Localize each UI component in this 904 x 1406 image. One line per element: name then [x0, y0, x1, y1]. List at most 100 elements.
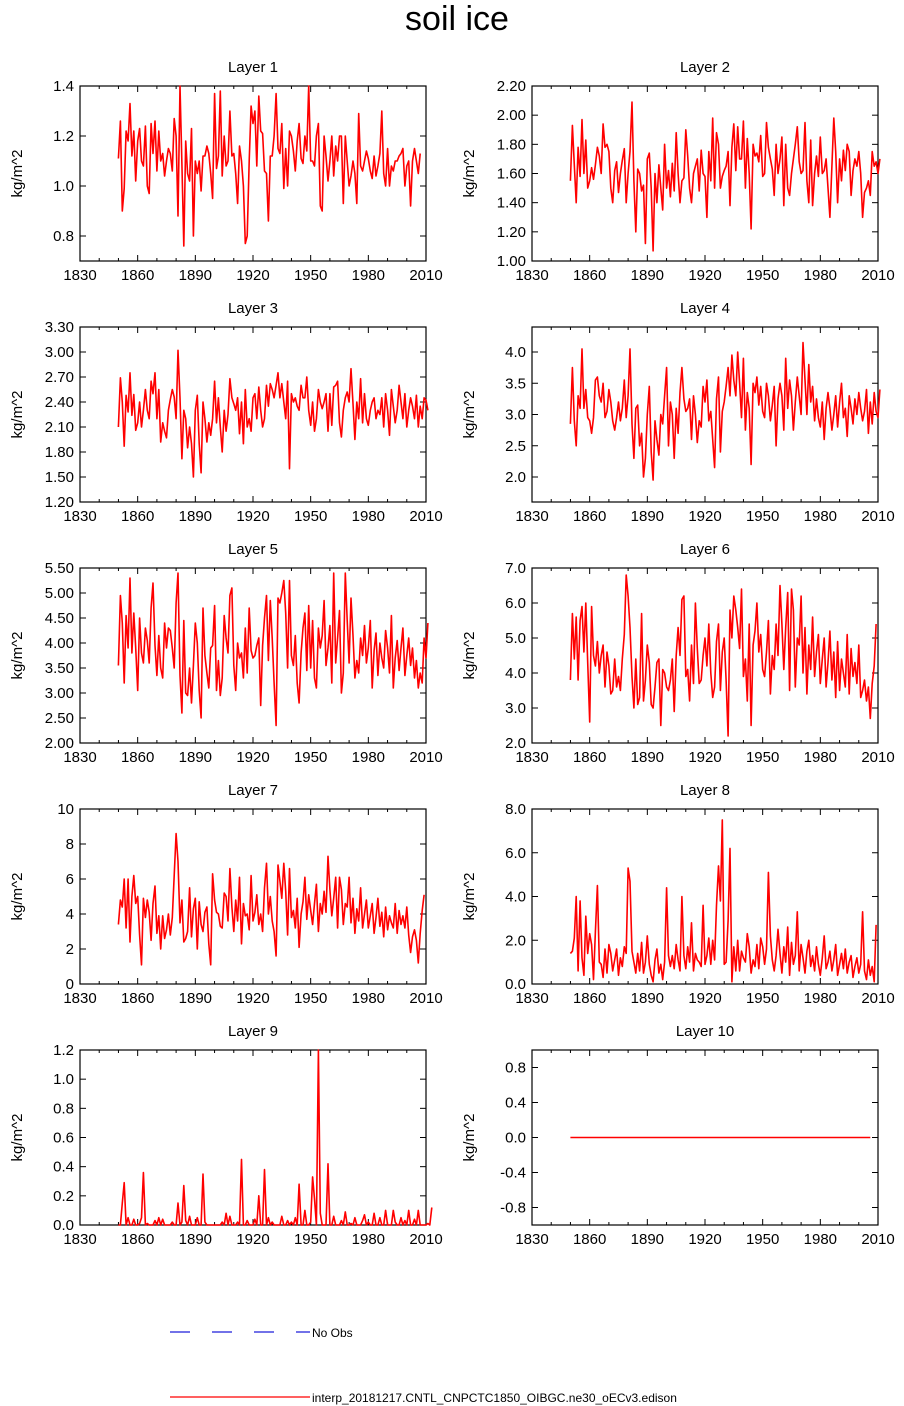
x-tick-label: 1950	[294, 267, 327, 284]
y-tick-label: 0	[66, 976, 74, 993]
x-tick-label: 1920	[688, 990, 721, 1007]
y-axis-label: kg/m^2	[461, 1114, 478, 1162]
y-tick-label: 1.0	[53, 178, 74, 195]
chart-panel: Layer 3 kg/m^2 1830 1860 1890 1920 1950 1980 201…	[9, 300, 443, 525]
y-axis-label: kg/m^2	[461, 873, 478, 921]
x-tick-label: 2010	[409, 749, 442, 766]
x-tick-label: 1890	[179, 267, 212, 284]
x-tick-label: 1950	[294, 749, 327, 766]
y-tick-label: 0.0	[53, 1217, 74, 1234]
panel-title: Layer 8	[680, 782, 730, 799]
x-tick-label: 1860	[121, 749, 154, 766]
panel-title: Layer 1	[228, 59, 278, 76]
x-tick-label: 1950	[746, 749, 779, 766]
panel-title: Layer 10	[676, 1023, 734, 1040]
y-tick-label: 3.00	[45, 685, 74, 702]
x-tick-label: 1920	[236, 990, 269, 1007]
y-tick-label: 2	[66, 941, 74, 958]
panel-title: Layer 3	[228, 300, 278, 317]
y-tick-label: 3.0	[505, 407, 526, 424]
y-tick-label: 1.80	[45, 444, 74, 461]
x-tick-label: 1980	[804, 1231, 837, 1248]
y-axis-label: kg/m^2	[9, 1114, 26, 1162]
y-tick-label: 4.00	[45, 635, 74, 652]
series-line	[569, 574, 877, 737]
x-tick-label: 1830	[515, 267, 548, 284]
x-tick-label: 1860	[573, 508, 606, 525]
y-tick-label: 1.50	[45, 469, 74, 486]
x-tick-label: 2010	[409, 508, 442, 525]
x-tick-label: 1920	[236, 508, 269, 525]
main-title: soil ice	[405, 0, 509, 38]
y-tick-label: 0.4	[53, 1159, 74, 1176]
y-tick-label: 1.2	[53, 1042, 74, 1059]
panel-title: Layer 5	[228, 541, 278, 558]
x-tick-label: 1980	[352, 267, 385, 284]
x-tick-label: 1980	[804, 749, 837, 766]
y-tick-label: 0.0	[505, 1130, 526, 1147]
y-tick-label: 1.20	[497, 224, 526, 241]
y-tick-label: 4.0	[505, 665, 526, 682]
y-tick-label: 7.0	[505, 560, 526, 577]
y-tick-label: 1.40	[497, 195, 526, 212]
y-axis-label: kg/m^2	[461, 391, 478, 439]
y-tick-label: 1.20	[45, 494, 74, 511]
y-tick-label: 6.0	[505, 845, 526, 862]
y-tick-label: 2.10	[45, 419, 74, 436]
y-tick-label: 1.2	[53, 128, 74, 145]
y-tick-label: 3.30	[45, 319, 74, 336]
y-tick-label: 2.5	[505, 438, 526, 455]
x-tick-label: 2010	[861, 267, 894, 284]
x-tick-label: 1890	[631, 990, 664, 1007]
x-tick-label: 1980	[804, 267, 837, 284]
y-axis-label: kg/m^2	[9, 391, 26, 439]
y-tick-label: 3.00	[45, 344, 74, 361]
x-tick-label: 1860	[121, 990, 154, 1007]
chart-panel: Layer 2 kg/m^2 1830 1860 1890 1920 1950 1980 201…	[461, 59, 895, 284]
y-tick-label: 2.00	[497, 107, 526, 124]
plot-frame	[79, 1049, 427, 1226]
x-tick-label: 1890	[179, 1231, 212, 1248]
chart-panel: Layer 1 kg/m^2 1830 1860 1890 1920 1950 1980 201…	[9, 59, 443, 284]
y-tick-label: 0.8	[53, 228, 74, 245]
chart-panel: Layer 8 kg/m^2 1830 1860 1890 1920 1950 1980 201…	[461, 782, 895, 1007]
x-tick-label: 1980	[352, 990, 385, 1007]
series-line	[117, 349, 429, 478]
x-tick-label: 1860	[573, 1231, 606, 1248]
y-tick-label: 10	[57, 801, 74, 818]
x-tick-label: 1860	[121, 1231, 154, 1248]
x-tick-label: 2010	[409, 1231, 442, 1248]
y-tick-label: 1.60	[497, 166, 526, 183]
y-tick-label: 2.20	[497, 78, 526, 95]
x-tick-label: 1890	[179, 749, 212, 766]
y-tick-label: 2.00	[45, 735, 74, 752]
y-axis-label: kg/m^2	[9, 150, 26, 198]
x-tick-label: 1950	[294, 1231, 327, 1248]
x-tick-label: 1890	[179, 990, 212, 1007]
x-tick-label: 2010	[861, 1231, 894, 1248]
x-tick-label: 1830	[63, 990, 96, 1007]
y-tick-label: 2.40	[45, 394, 74, 411]
x-tick-label: 2010	[861, 749, 894, 766]
y-tick-label: 3.50	[45, 660, 74, 677]
y-tick-label: 5.50	[45, 560, 74, 577]
x-tick-label: 2010	[409, 990, 442, 1007]
x-tick-label: 2010	[861, 508, 894, 525]
y-tick-label: 0.0	[505, 976, 526, 993]
x-tick-label: 1860	[573, 267, 606, 284]
chart-panel: Layer 4 kg/m^2 1830 1860 1890 1920 1950 1980 201…	[461, 300, 895, 525]
y-axis-label: kg/m^2	[9, 632, 26, 680]
chart-panel: Layer 10 kg/m^2 1830 1860 1890 1920 1950 1980 20…	[461, 1023, 895, 1248]
panel-title: Layer 9	[228, 1023, 278, 1040]
series-line	[569, 341, 881, 481]
series-line	[118, 1049, 433, 1226]
y-tick-label: -0.4	[500, 1165, 526, 1182]
y-tick-label: 0.2	[53, 1188, 74, 1205]
x-tick-label: 1920	[688, 1231, 721, 1248]
y-tick-label: 8	[66, 836, 74, 853]
y-tick-label: 3.0	[505, 700, 526, 717]
x-tick-label: 1830	[515, 749, 548, 766]
panel-title: Layer 2	[680, 59, 730, 76]
y-tick-label: 2.0	[505, 469, 526, 486]
